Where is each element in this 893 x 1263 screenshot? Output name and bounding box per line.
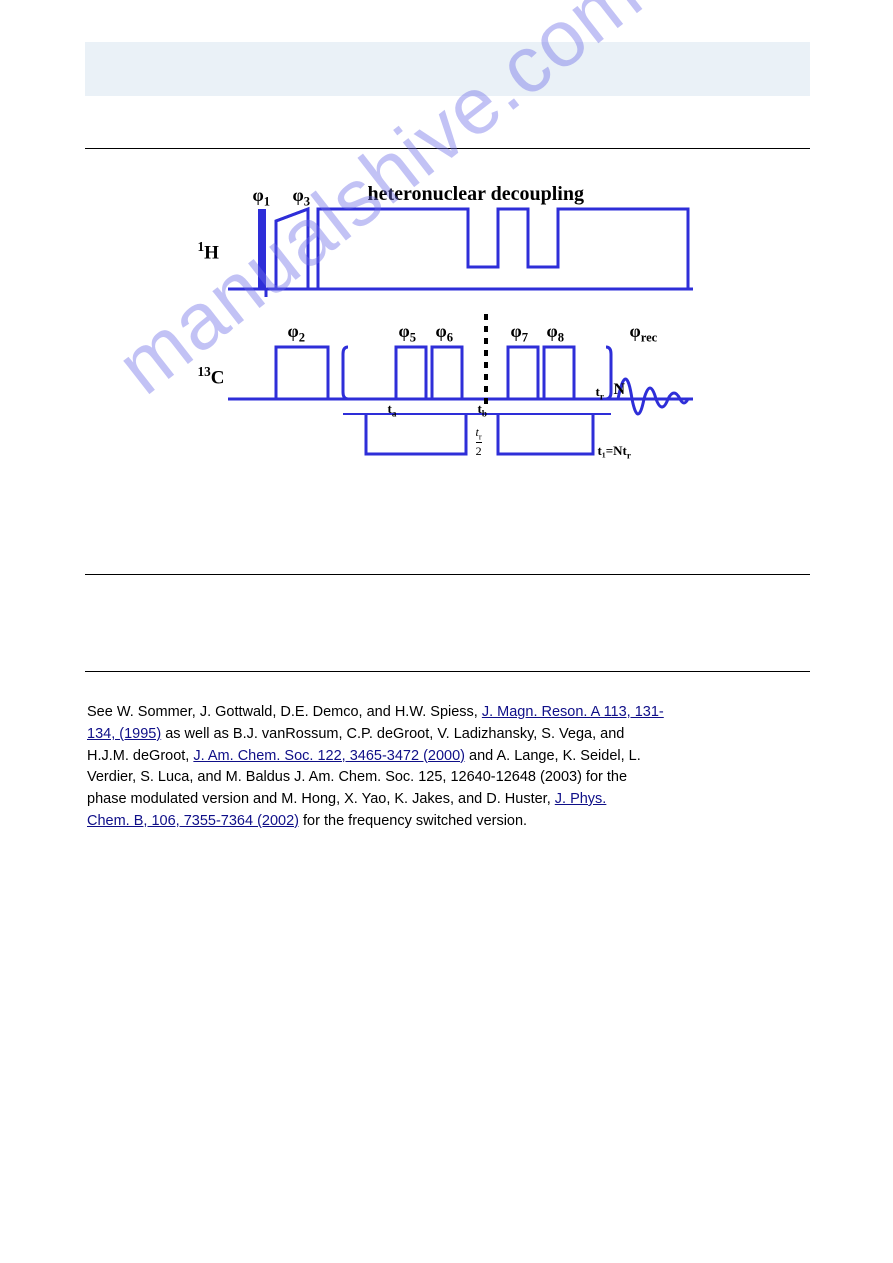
- ref-text-6: phase modulated version and M. Hong, X. …: [87, 791, 555, 807]
- phirec-label: φrec: [630, 321, 658, 346]
- ref-text-2: as well as B.J. vanRossum, C.P. deGroot,…: [161, 726, 624, 742]
- t1-eq-label: t₁=Ntr: [598, 443, 631, 461]
- frac-label: tr 2: [476, 425, 482, 459]
- c-channel-label: 13C: [198, 364, 225, 389]
- ta-label: ta: [388, 401, 397, 419]
- ref-text-3: H.J.M. deGroot,: [87, 748, 193, 764]
- phi7-label: φ7: [511, 321, 529, 346]
- ref-link-2[interactable]: J. Am. Chem. Soc. 122, 3465-3472 (2000): [193, 748, 465, 764]
- phi8-label: φ8: [547, 321, 565, 346]
- tr-label: tr: [596, 384, 604, 402]
- n-label: N: [614, 381, 626, 399]
- h-channel-label: 1H: [198, 239, 219, 264]
- ref-link-1b[interactable]: 134, (1995): [87, 726, 161, 742]
- ref-link-1a[interactable]: J. Magn. Reson. A 113, 131-: [482, 704, 664, 720]
- ref-text-4: and A. Lange, K. Seidel, L.: [465, 748, 641, 764]
- tb-label: tb: [478, 401, 487, 419]
- phi1-label: φ1: [253, 185, 271, 210]
- ref-text-7: for the frequency switched version.: [299, 813, 527, 829]
- phi5-label: φ5: [399, 321, 417, 346]
- header-band: [85, 42, 810, 96]
- phi3-label: φ3: [293, 185, 311, 210]
- ref-link-3b[interactable]: Chem. B, 106, 7355-7364 (2002): [87, 813, 299, 829]
- ref-link-3a[interactable]: J. Phys.: [555, 791, 607, 807]
- phi6-label: φ6: [436, 321, 454, 346]
- ref-text-5: Verdier, S. Luca, and M. Baldus J. Am. C…: [87, 769, 627, 785]
- decoupling-label: heteronuclear decoupling: [368, 183, 584, 206]
- pulse-diagram: heteronuclear decoupling φ1 φ3 1H 13C φ2…: [85, 179, 810, 514]
- reference-paragraph: See W. Sommer, J. Gottwald, D.E. Demco, …: [85, 702, 810, 833]
- ref-text-1: See W. Sommer, J. Gottwald, D.E. Demco, …: [87, 704, 482, 720]
- phi2-label: φ2: [288, 321, 306, 346]
- page-content: heteronuclear decoupling φ1 φ3 1H 13C φ2…: [85, 96, 810, 833]
